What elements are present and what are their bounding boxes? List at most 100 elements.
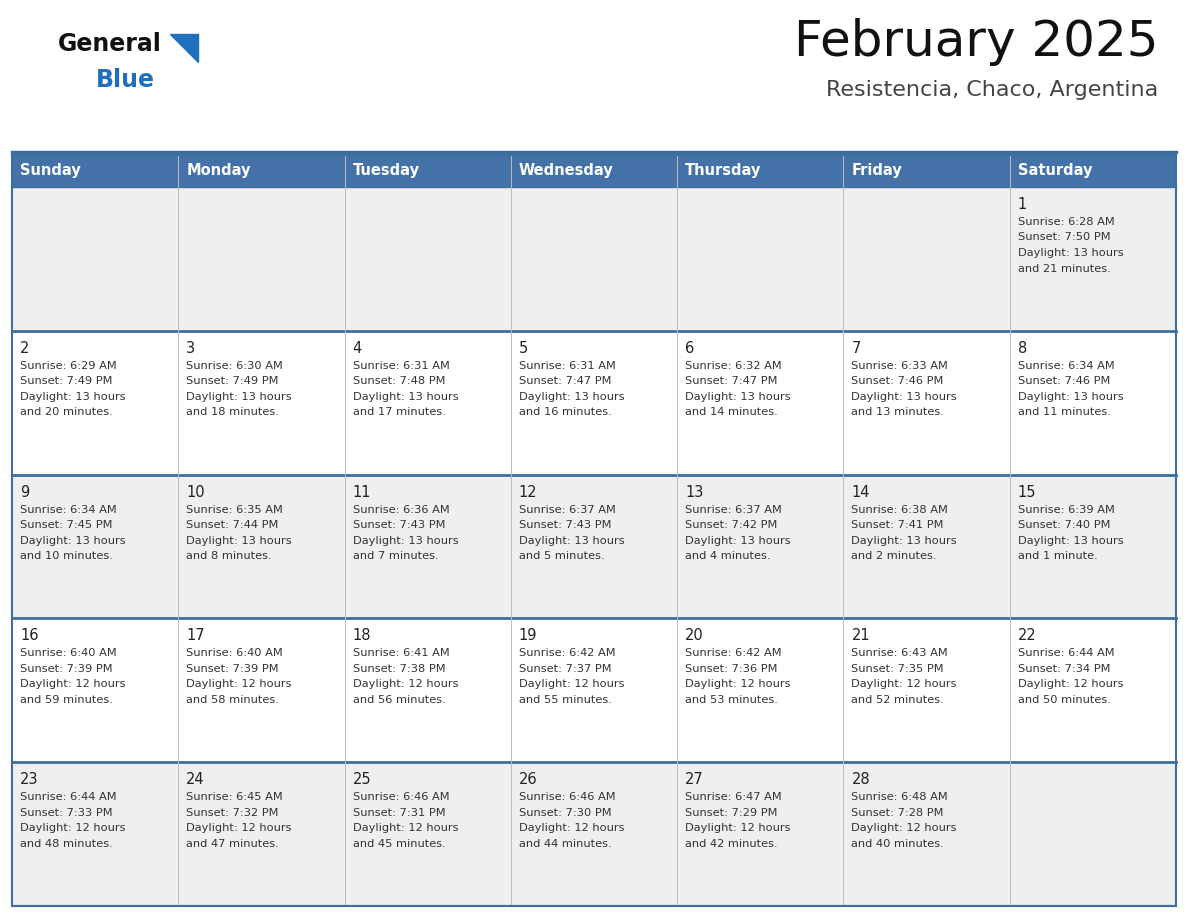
FancyBboxPatch shape [12,155,1176,187]
Text: Daylight: 12 hours: Daylight: 12 hours [187,823,292,834]
Text: 4: 4 [353,341,362,356]
Text: 20: 20 [685,629,704,644]
Text: Daylight: 13 hours: Daylight: 13 hours [1018,392,1124,402]
Text: 7: 7 [852,341,861,356]
Text: 28: 28 [852,772,870,788]
Text: 21: 21 [852,629,870,644]
Text: Sunrise: 6:43 AM: Sunrise: 6:43 AM [852,648,948,658]
FancyBboxPatch shape [12,619,1176,762]
Text: 18: 18 [353,629,371,644]
Text: Daylight: 12 hours: Daylight: 12 hours [1018,679,1123,689]
Polygon shape [170,34,198,62]
Text: and 53 minutes.: and 53 minutes. [685,695,778,705]
FancyBboxPatch shape [12,475,1176,619]
Text: and 20 minutes.: and 20 minutes. [20,408,113,418]
Text: Sunrise: 6:40 AM: Sunrise: 6:40 AM [187,648,283,658]
Text: 15: 15 [1018,485,1036,499]
Text: Friday: Friday [852,163,902,178]
Text: 22: 22 [1018,629,1036,644]
Text: and 2 minutes.: and 2 minutes. [852,551,937,561]
Text: Sunrise: 6:48 AM: Sunrise: 6:48 AM [852,792,948,802]
Text: Daylight: 12 hours: Daylight: 12 hours [519,823,625,834]
Text: and 56 minutes.: and 56 minutes. [353,695,446,705]
Text: Sunrise: 6:34 AM: Sunrise: 6:34 AM [1018,361,1114,371]
Text: and 21 minutes.: and 21 minutes. [1018,263,1111,274]
Text: Daylight: 12 hours: Daylight: 12 hours [852,679,956,689]
Text: 2: 2 [20,341,30,356]
Text: and 45 minutes.: and 45 minutes. [353,839,446,849]
FancyBboxPatch shape [12,330,1176,475]
Text: Monday: Monday [187,163,251,178]
Text: Sunset: 7:46 PM: Sunset: 7:46 PM [852,376,943,386]
Text: Sunrise: 6:37 AM: Sunrise: 6:37 AM [519,505,615,515]
Text: Daylight: 12 hours: Daylight: 12 hours [353,823,459,834]
Text: Sunday: Sunday [20,163,81,178]
Text: 10: 10 [187,485,204,499]
Text: 17: 17 [187,629,204,644]
Text: 1: 1 [1018,197,1026,212]
Text: and 8 minutes.: and 8 minutes. [187,551,272,561]
Text: 5: 5 [519,341,529,356]
Text: 8: 8 [1018,341,1026,356]
Text: Tuesday: Tuesday [353,163,419,178]
Text: Sunset: 7:30 PM: Sunset: 7:30 PM [519,808,612,818]
Text: 16: 16 [20,629,38,644]
Text: and 14 minutes.: and 14 minutes. [685,408,778,418]
Text: Sunrise: 6:41 AM: Sunrise: 6:41 AM [353,648,449,658]
Text: Sunrise: 6:36 AM: Sunrise: 6:36 AM [353,505,449,515]
Text: Sunrise: 6:44 AM: Sunrise: 6:44 AM [20,792,116,802]
Text: Daylight: 12 hours: Daylight: 12 hours [685,679,791,689]
Text: and 48 minutes.: and 48 minutes. [20,839,113,849]
Text: and 50 minutes.: and 50 minutes. [1018,695,1111,705]
Text: and 59 minutes.: and 59 minutes. [20,695,113,705]
Text: and 11 minutes.: and 11 minutes. [1018,408,1111,418]
Text: and 42 minutes.: and 42 minutes. [685,839,778,849]
Text: Thursday: Thursday [685,163,762,178]
Text: Daylight: 12 hours: Daylight: 12 hours [187,679,292,689]
Text: Daylight: 13 hours: Daylight: 13 hours [852,392,958,402]
Text: Daylight: 12 hours: Daylight: 12 hours [852,823,956,834]
Text: Sunrise: 6:45 AM: Sunrise: 6:45 AM [187,792,283,802]
Text: 3: 3 [187,341,195,356]
Text: 25: 25 [353,772,371,788]
Text: Sunrise: 6:47 AM: Sunrise: 6:47 AM [685,792,782,802]
Text: 19: 19 [519,629,537,644]
Text: Daylight: 12 hours: Daylight: 12 hours [685,823,791,834]
Text: and 17 minutes.: and 17 minutes. [353,408,446,418]
Text: Daylight: 13 hours: Daylight: 13 hours [685,392,791,402]
Text: Wednesday: Wednesday [519,163,614,178]
Text: Sunset: 7:34 PM: Sunset: 7:34 PM [1018,664,1111,674]
Text: Sunrise: 6:44 AM: Sunrise: 6:44 AM [1018,648,1114,658]
Text: Sunrise: 6:46 AM: Sunrise: 6:46 AM [519,792,615,802]
Text: Daylight: 12 hours: Daylight: 12 hours [519,679,625,689]
Text: Daylight: 13 hours: Daylight: 13 hours [187,392,292,402]
Text: and 47 minutes.: and 47 minutes. [187,839,279,849]
Text: and 13 minutes.: and 13 minutes. [852,408,944,418]
Text: Daylight: 13 hours: Daylight: 13 hours [20,392,126,402]
Text: Sunrise: 6:31 AM: Sunrise: 6:31 AM [353,361,449,371]
Text: 26: 26 [519,772,537,788]
Text: Sunset: 7:43 PM: Sunset: 7:43 PM [353,521,446,530]
Text: Sunset: 7:31 PM: Sunset: 7:31 PM [353,808,446,818]
Text: Sunrise: 6:42 AM: Sunrise: 6:42 AM [519,648,615,658]
Text: 23: 23 [20,772,38,788]
Text: Sunset: 7:41 PM: Sunset: 7:41 PM [852,521,944,530]
Text: Daylight: 13 hours: Daylight: 13 hours [1018,535,1124,545]
Text: Sunset: 7:44 PM: Sunset: 7:44 PM [187,521,279,530]
Text: Blue: Blue [96,68,154,92]
Text: Sunset: 7:39 PM: Sunset: 7:39 PM [20,664,113,674]
Text: 27: 27 [685,772,704,788]
Text: 12: 12 [519,485,537,499]
Text: Daylight: 13 hours: Daylight: 13 hours [519,392,625,402]
Text: February 2025: February 2025 [794,18,1158,66]
Text: Daylight: 13 hours: Daylight: 13 hours [187,535,292,545]
Text: Daylight: 13 hours: Daylight: 13 hours [685,535,791,545]
Text: Sunrise: 6:33 AM: Sunrise: 6:33 AM [852,361,948,371]
Text: Sunset: 7:43 PM: Sunset: 7:43 PM [519,521,612,530]
Text: 6: 6 [685,341,695,356]
Text: Sunset: 7:37 PM: Sunset: 7:37 PM [519,664,612,674]
Text: Daylight: 13 hours: Daylight: 13 hours [852,535,958,545]
Text: and 1 minute.: and 1 minute. [1018,551,1098,561]
Text: and 16 minutes.: and 16 minutes. [519,408,612,418]
Text: and 4 minutes.: and 4 minutes. [685,551,771,561]
